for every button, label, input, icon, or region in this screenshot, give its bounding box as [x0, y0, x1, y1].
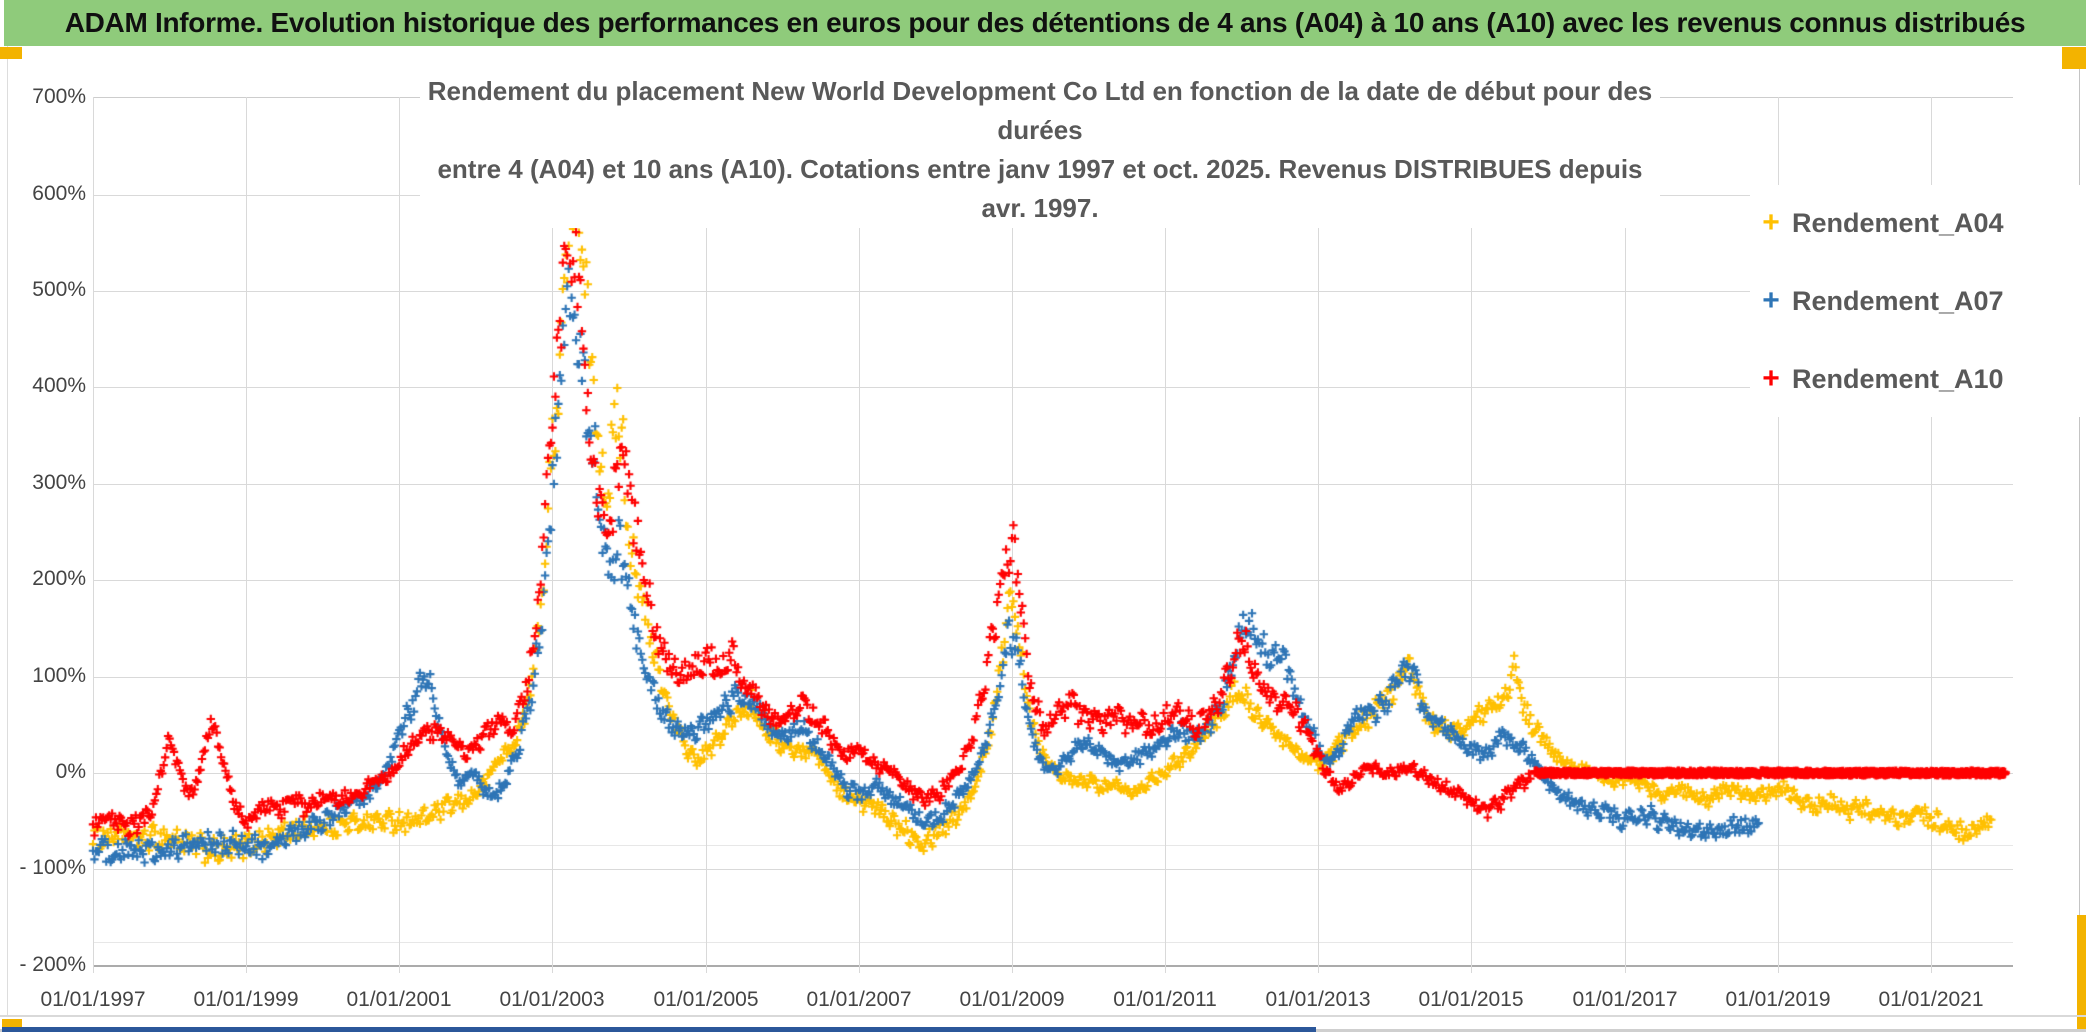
- legend-item-rendement_a10[interactable]: + Rendement_A10: [1750, 347, 2082, 411]
- legend-item-rendement_a04[interactable]: + Rendement_A04: [1750, 191, 2082, 255]
- bottom-divider-line: [0, 1015, 2086, 1017]
- legend-label: Rendement_A07: [1792, 285, 2004, 316]
- plus-marker-icon: +: [1762, 284, 1780, 317]
- plus-marker-icon: +: [1762, 206, 1780, 239]
- chart-title-line-2: entre 4 (A04) et 10 ans (A10). Cotations…: [437, 154, 1643, 223]
- legend-label: Rendement_A04: [1792, 207, 2004, 238]
- chart-title-line-1: Rendement du placement New World Develop…: [427, 76, 1653, 145]
- plus-marker-icon: +: [1762, 362, 1780, 395]
- chart-legend: + Rendement_A04 + Rendement_A07 + Rendement_A…: [1750, 185, 2082, 417]
- legend-label: Rendement_A10: [1792, 363, 2004, 394]
- legend-item-rendement_a07[interactable]: + Rendement_A07: [1750, 269, 2082, 333]
- bottom-blue-bar: [2, 1027, 1316, 1032]
- chart-title: Rendement du placement New World Develop…: [420, 72, 1660, 228]
